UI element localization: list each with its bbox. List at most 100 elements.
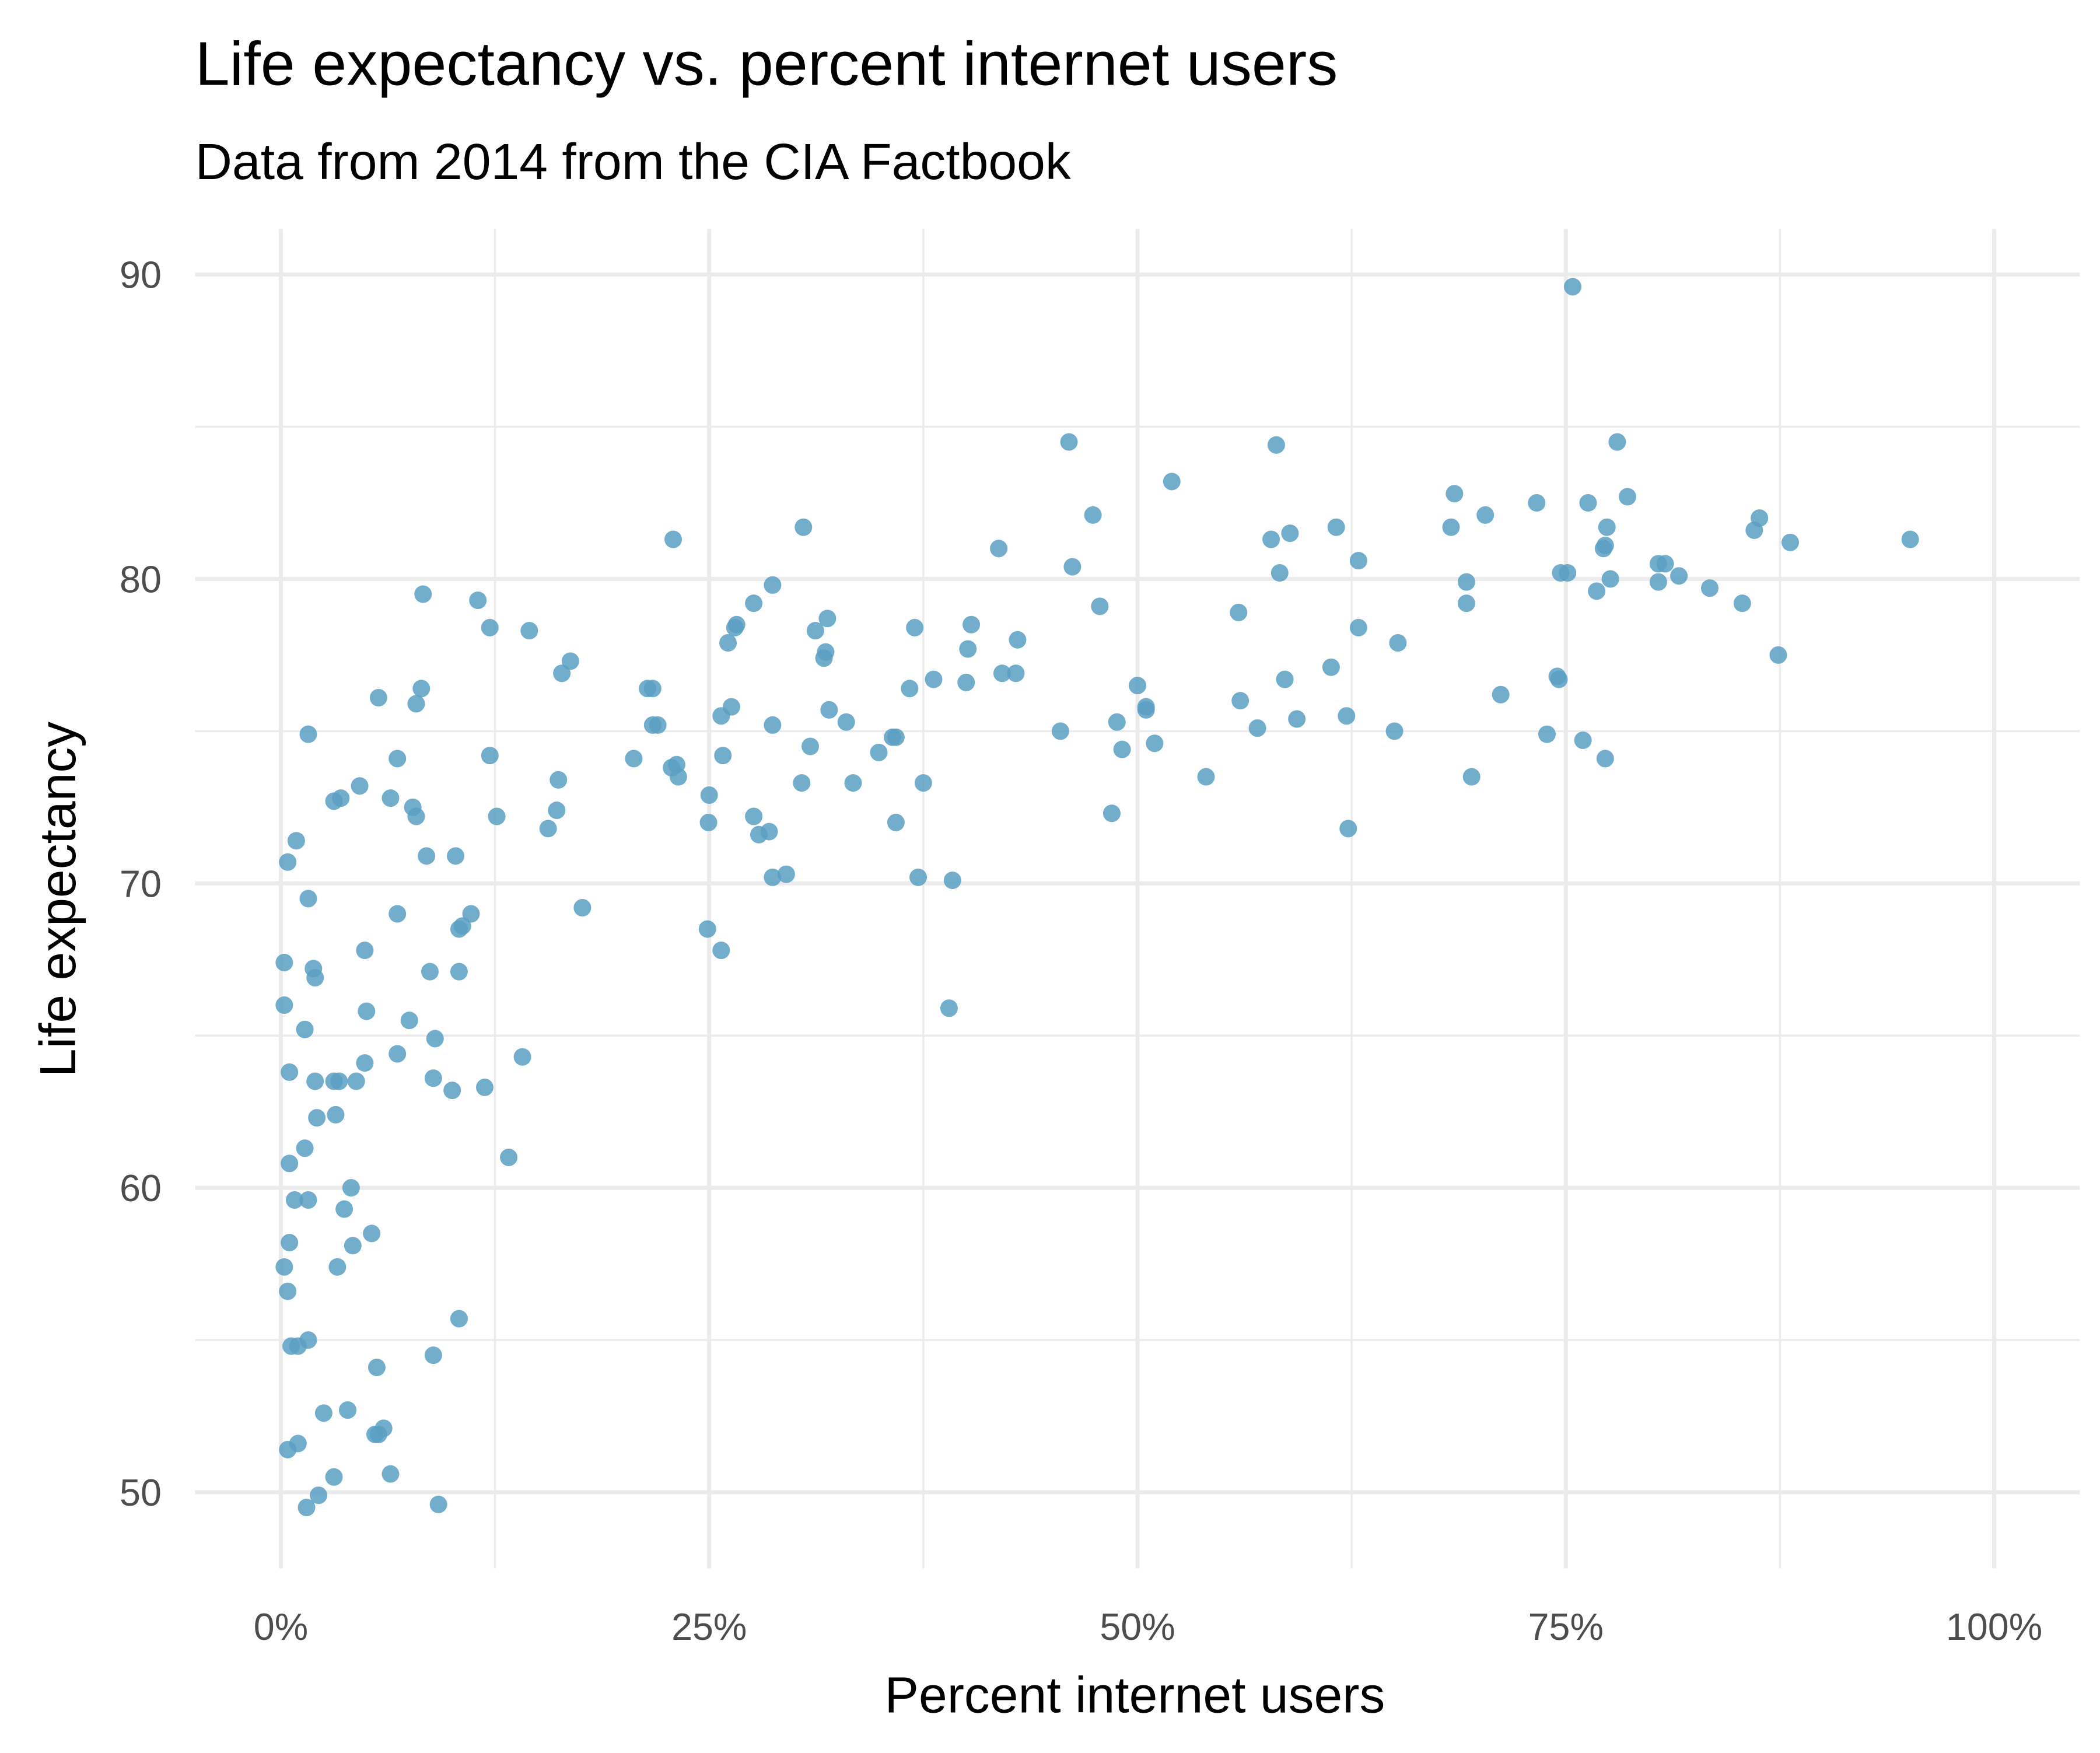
point xyxy=(990,540,1008,558)
point xyxy=(909,868,928,886)
point xyxy=(339,1401,357,1419)
point xyxy=(870,743,888,761)
point xyxy=(573,899,592,917)
point xyxy=(1349,618,1367,636)
point xyxy=(388,1045,407,1063)
point xyxy=(820,701,838,719)
point xyxy=(299,1191,317,1209)
point xyxy=(279,1440,297,1458)
point xyxy=(500,1148,518,1166)
point xyxy=(520,622,538,640)
point xyxy=(887,728,905,746)
point xyxy=(347,1072,365,1090)
point xyxy=(275,996,293,1014)
point xyxy=(1327,518,1345,536)
point xyxy=(285,1191,303,1209)
point xyxy=(1550,670,1568,688)
point xyxy=(793,774,811,792)
point xyxy=(1063,558,1082,576)
x-tick-label: 75% xyxy=(1528,1606,1604,1648)
chart-title: Life expectancy vs. percent internet use… xyxy=(195,29,1338,98)
point xyxy=(1270,564,1289,582)
point xyxy=(700,786,718,804)
point xyxy=(1559,564,1577,582)
point xyxy=(625,750,643,768)
point xyxy=(1281,524,1299,543)
point xyxy=(914,774,932,792)
point xyxy=(308,1109,326,1127)
point xyxy=(481,747,499,765)
point xyxy=(561,652,579,670)
point xyxy=(943,872,961,890)
point xyxy=(1564,278,1582,296)
point xyxy=(643,680,662,698)
point xyxy=(462,905,480,923)
point xyxy=(281,1063,299,1081)
point xyxy=(1700,579,1718,597)
point xyxy=(1596,750,1614,768)
point xyxy=(550,771,568,789)
point xyxy=(802,737,820,755)
point xyxy=(296,1020,314,1038)
y-tick-label: 70 xyxy=(120,863,162,905)
point xyxy=(513,1048,531,1066)
point xyxy=(388,750,407,768)
point xyxy=(279,853,297,871)
point xyxy=(649,716,667,734)
point xyxy=(310,1486,328,1504)
point xyxy=(1102,804,1121,823)
point xyxy=(1338,707,1356,725)
point xyxy=(553,664,571,683)
point xyxy=(298,1499,316,1517)
point xyxy=(368,1359,386,1377)
point xyxy=(287,832,305,850)
point xyxy=(1596,537,1614,555)
point xyxy=(764,576,782,594)
point xyxy=(429,1495,447,1513)
point xyxy=(306,1072,324,1090)
point xyxy=(714,747,732,765)
point xyxy=(275,953,293,971)
point xyxy=(344,1237,362,1255)
point xyxy=(450,1310,468,1328)
point xyxy=(314,1404,332,1422)
point xyxy=(1060,433,1078,451)
point xyxy=(887,813,905,831)
point xyxy=(1349,552,1367,570)
point xyxy=(1009,631,1027,649)
point xyxy=(363,1224,381,1243)
point xyxy=(1163,473,1181,491)
point xyxy=(764,868,782,886)
points xyxy=(275,278,1919,1517)
point xyxy=(1656,555,1674,573)
x-tick-label: 50% xyxy=(1100,1606,1175,1648)
y-tick-label: 90 xyxy=(120,254,162,296)
point xyxy=(1745,521,1763,539)
point xyxy=(366,1425,384,1443)
point xyxy=(1091,597,1109,615)
point xyxy=(1288,710,1306,728)
point xyxy=(382,789,400,807)
point xyxy=(815,649,833,667)
point xyxy=(940,999,958,1017)
point xyxy=(712,707,730,725)
point xyxy=(1084,506,1102,524)
point xyxy=(1262,530,1280,548)
point xyxy=(488,807,506,825)
point xyxy=(1108,713,1126,731)
point xyxy=(699,813,718,831)
point xyxy=(281,1234,299,1252)
point xyxy=(306,969,324,987)
point xyxy=(388,905,407,923)
point xyxy=(1457,573,1475,591)
point xyxy=(745,807,763,825)
point xyxy=(548,802,566,820)
point xyxy=(1574,732,1592,750)
y-tick-label: 50 xyxy=(120,1472,162,1514)
point xyxy=(698,920,716,938)
x-tick-label: 0% xyxy=(254,1606,308,1648)
point xyxy=(421,963,439,981)
point xyxy=(369,688,387,706)
